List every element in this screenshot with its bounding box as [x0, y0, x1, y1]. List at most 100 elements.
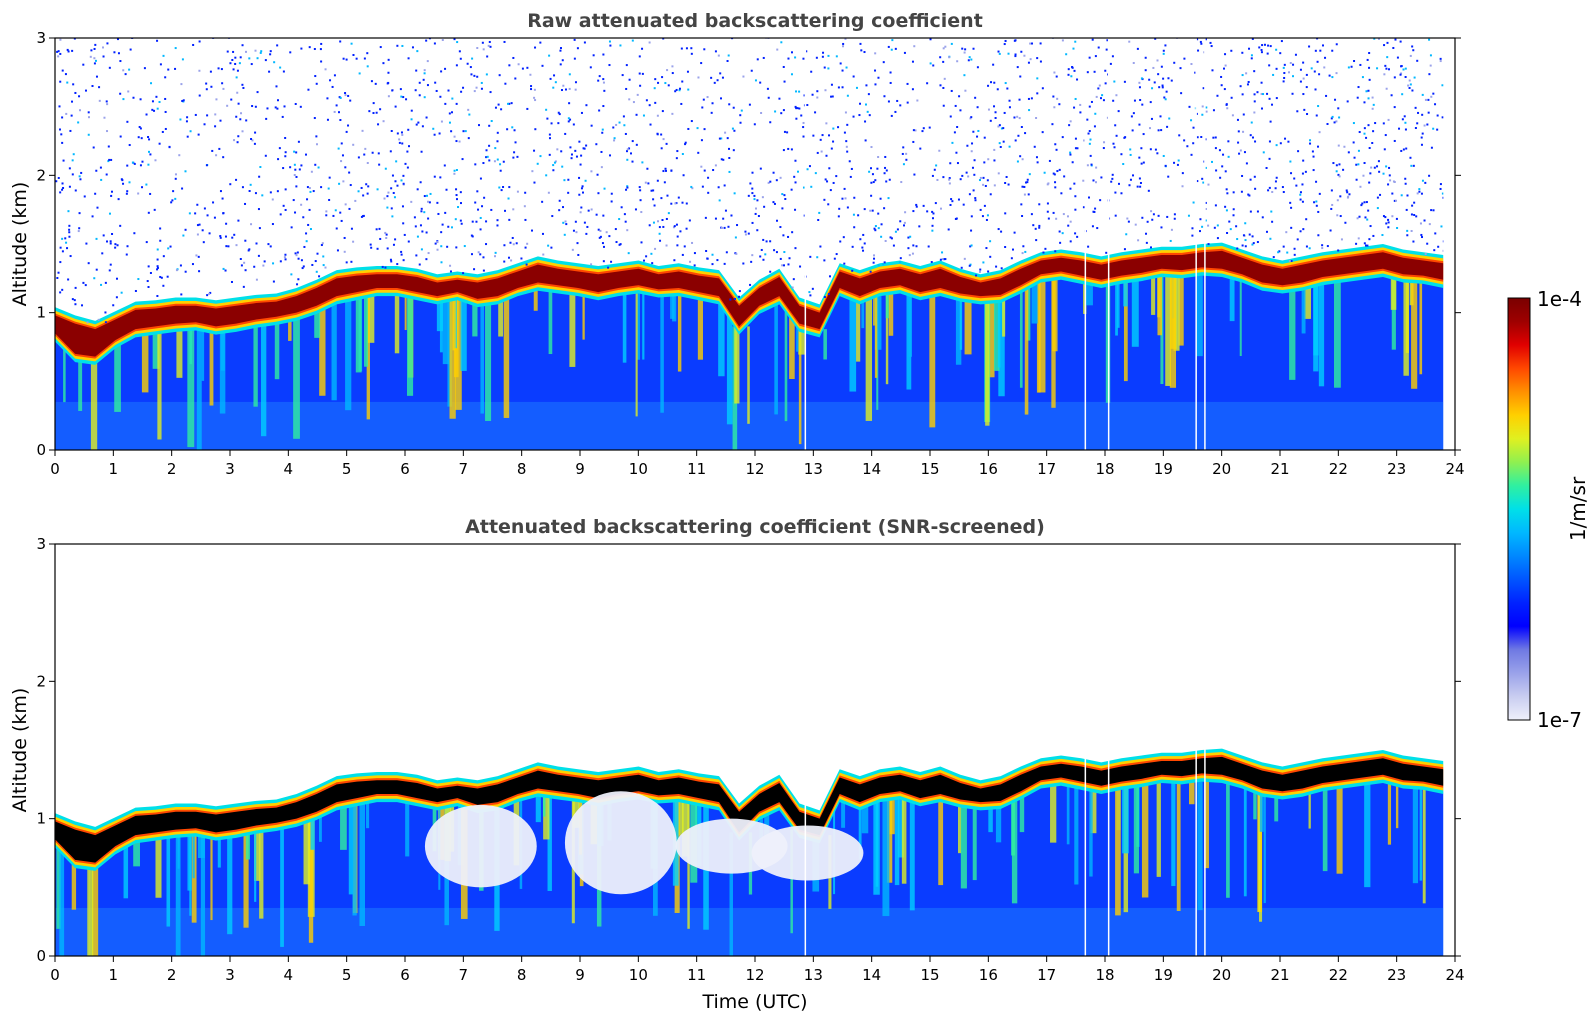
noise-pixel	[464, 130, 467, 133]
noise-pixel	[913, 45, 916, 48]
fall-streak	[210, 832, 213, 921]
noise-pixel	[870, 194, 873, 197]
noise-pixel	[1082, 179, 1085, 182]
noise-pixel	[1367, 97, 1370, 100]
noise-pixel	[82, 63, 85, 66]
noise-pixel	[769, 240, 772, 243]
noise-pixel	[915, 205, 918, 208]
noise-pixel	[249, 183, 252, 186]
fall-streak	[485, 298, 492, 421]
noise-pixel	[340, 219, 343, 222]
noise-pixel	[1265, 230, 1268, 233]
noise-pixel	[184, 228, 187, 231]
noise-pixel	[782, 264, 785, 267]
noise-pixel	[164, 127, 167, 130]
x-tick-label: 5	[342, 966, 352, 984]
noise-pixel	[1429, 64, 1432, 67]
noise-pixel	[514, 77, 517, 80]
noise-pixel	[944, 45, 947, 48]
noise-pixel	[1164, 164, 1167, 167]
noise-pixel	[1069, 151, 1072, 154]
noise-pixel	[55, 180, 58, 183]
fall-streak	[1019, 285, 1023, 388]
noise-pixel	[1019, 75, 1022, 78]
noise-pixel	[222, 156, 225, 159]
noise-pixel	[1432, 92, 1435, 95]
noise-pixel	[1007, 183, 1010, 186]
fall-streak	[442, 296, 450, 365]
noise-pixel	[224, 235, 227, 238]
fall-streak	[345, 296, 352, 411]
noise-pixel	[595, 213, 598, 216]
noise-pixel	[1014, 139, 1017, 142]
noise-pixel	[1400, 194, 1403, 197]
noise-pixel	[568, 102, 571, 105]
noise-pixel	[671, 65, 674, 68]
fall-streak	[1258, 788, 1261, 912]
noise-pixel	[578, 193, 581, 196]
noise-pixel	[608, 235, 611, 238]
noise-pixel	[1133, 99, 1136, 102]
noise-pixel	[961, 47, 964, 50]
fall-streak	[1178, 270, 1184, 346]
noise-pixel	[74, 91, 77, 94]
noise-pixel	[99, 166, 102, 169]
noise-pixel	[1402, 148, 1405, 151]
noise-pixel	[662, 225, 665, 228]
noise-pixel	[1410, 229, 1413, 232]
noise-pixel	[782, 65, 785, 68]
noise-pixel	[1423, 219, 1426, 222]
noise-pixel	[997, 228, 1000, 231]
noise-pixel	[1138, 156, 1141, 159]
noise-pixel	[1437, 245, 1440, 248]
noise-pixel	[1074, 137, 1077, 140]
noise-pixel	[1393, 139, 1396, 142]
noise-pixel	[244, 269, 247, 272]
noise-pixel	[1418, 190, 1421, 193]
noise-pixel	[386, 206, 389, 209]
noise-pixel	[1013, 231, 1016, 234]
noise-pixel	[124, 73, 127, 76]
noise-pixel	[818, 211, 821, 214]
noise-pixel	[1088, 105, 1091, 108]
noise-pixel	[529, 73, 532, 76]
noise-pixel	[494, 251, 497, 254]
noise-pixel	[626, 186, 629, 189]
noise-pixel	[1230, 49, 1233, 52]
noise-pixel	[335, 104, 338, 107]
noise-pixel	[443, 164, 446, 167]
noise-pixel	[1173, 213, 1176, 216]
noise-pixel	[250, 63, 253, 66]
noise-pixel	[1269, 120, 1272, 123]
noise-pixel	[315, 270, 318, 273]
fall-streak	[331, 296, 337, 401]
noise-pixel	[870, 146, 873, 149]
noise-pixel	[1090, 100, 1093, 103]
fall-streak	[1318, 276, 1325, 387]
noise-pixel	[284, 136, 287, 139]
noise-pixel	[808, 165, 811, 168]
noise-pixel	[877, 264, 880, 267]
noise-pixel	[802, 126, 805, 129]
noise-pixel	[1421, 236, 1423, 239]
noise-pixel	[109, 242, 112, 245]
noise-pixel	[997, 125, 1000, 128]
noise-pixel	[998, 124, 1001, 127]
noise-pixel	[108, 66, 111, 69]
noise-pixel	[1376, 67, 1379, 70]
noise-pixel	[676, 235, 679, 238]
noise-pixel	[87, 262, 90, 265]
noise-pixel	[1309, 142, 1312, 145]
noise-pixel	[139, 98, 142, 101]
noise-pixel	[268, 70, 271, 73]
noise-pixel	[972, 189, 975, 192]
noise-pixel	[948, 182, 951, 185]
noise-pixel	[601, 128, 604, 131]
noise-pixel	[963, 257, 966, 260]
noise-pixel	[1418, 188, 1421, 191]
noise-pixel	[174, 197, 177, 200]
noise-pixel	[156, 265, 159, 268]
noise-pixel	[1430, 209, 1433, 212]
noise-pixel	[496, 219, 499, 222]
noise-pixel	[345, 58, 348, 61]
